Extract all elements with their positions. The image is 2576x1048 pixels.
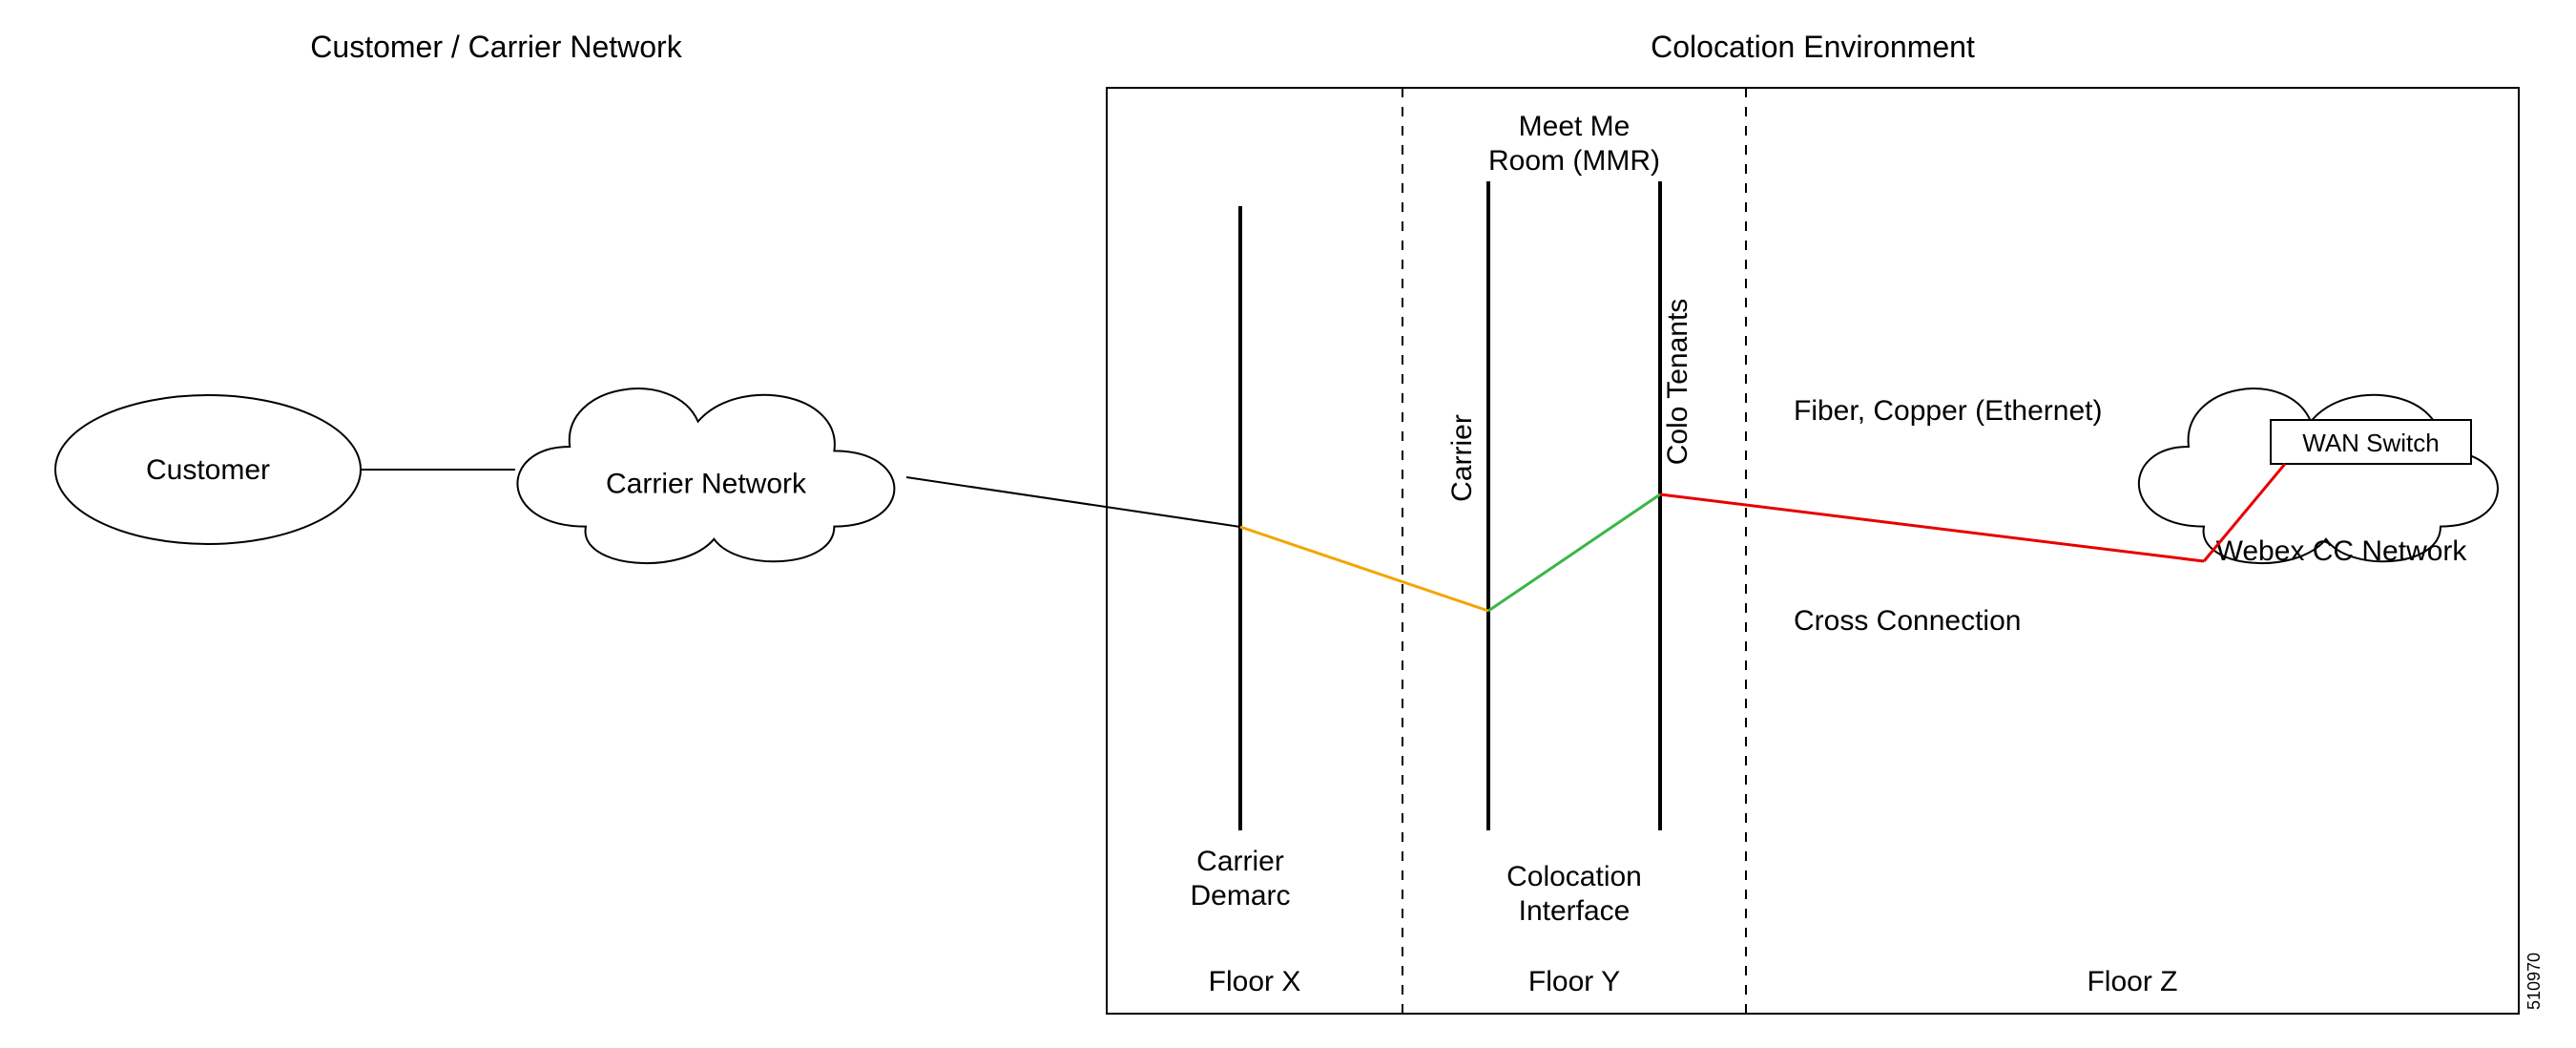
link-mmr-webex <box>1660 494 2204 561</box>
fiber-copper-label: Fiber, Copper (Ethernet) <box>1794 395 2102 427</box>
webex-label: Webex CC Network <box>2216 535 2468 567</box>
carrier-demarc-label-1: Carrier <box>1196 846 1284 877</box>
mmr-label-2: Room (MMR) <box>1488 145 1660 177</box>
mmr-label-1: Meet Me <box>1519 111 1631 142</box>
title-customer-carrier: Customer / Carrier Network <box>310 30 682 64</box>
floor-z-label: Floor Z <box>2087 966 2177 997</box>
link-demarc-mmr <box>1240 527 1488 611</box>
figure-id-label: 510970 <box>2524 953 2544 1010</box>
colocation-interface-label-1: Colocation <box>1506 861 1642 892</box>
wan-switch-label: WAN Switch <box>2302 429 2440 457</box>
carrier-network-label: Carrier Network <box>606 468 807 499</box>
carrier-demarc-label-2: Demarc <box>1190 880 1290 912</box>
title-colocation: Colocation Environment <box>1651 30 1975 64</box>
mmr-tenants-vert-label: Colo Tenants <box>1662 299 1693 466</box>
customer-label: Customer <box>146 454 270 486</box>
link-mmr-internal <box>1488 494 1660 611</box>
link-carrier-demarc <box>906 477 1240 527</box>
cross-connection-label: Cross Connection <box>1794 605 2021 637</box>
colocation-interface-label-2: Interface <box>1519 895 1631 927</box>
floor-y-label: Floor Y <box>1528 966 1620 997</box>
mmr-carrier-vert-label: Carrier <box>1446 414 1478 502</box>
floor-x-label: Floor X <box>1209 966 1301 997</box>
